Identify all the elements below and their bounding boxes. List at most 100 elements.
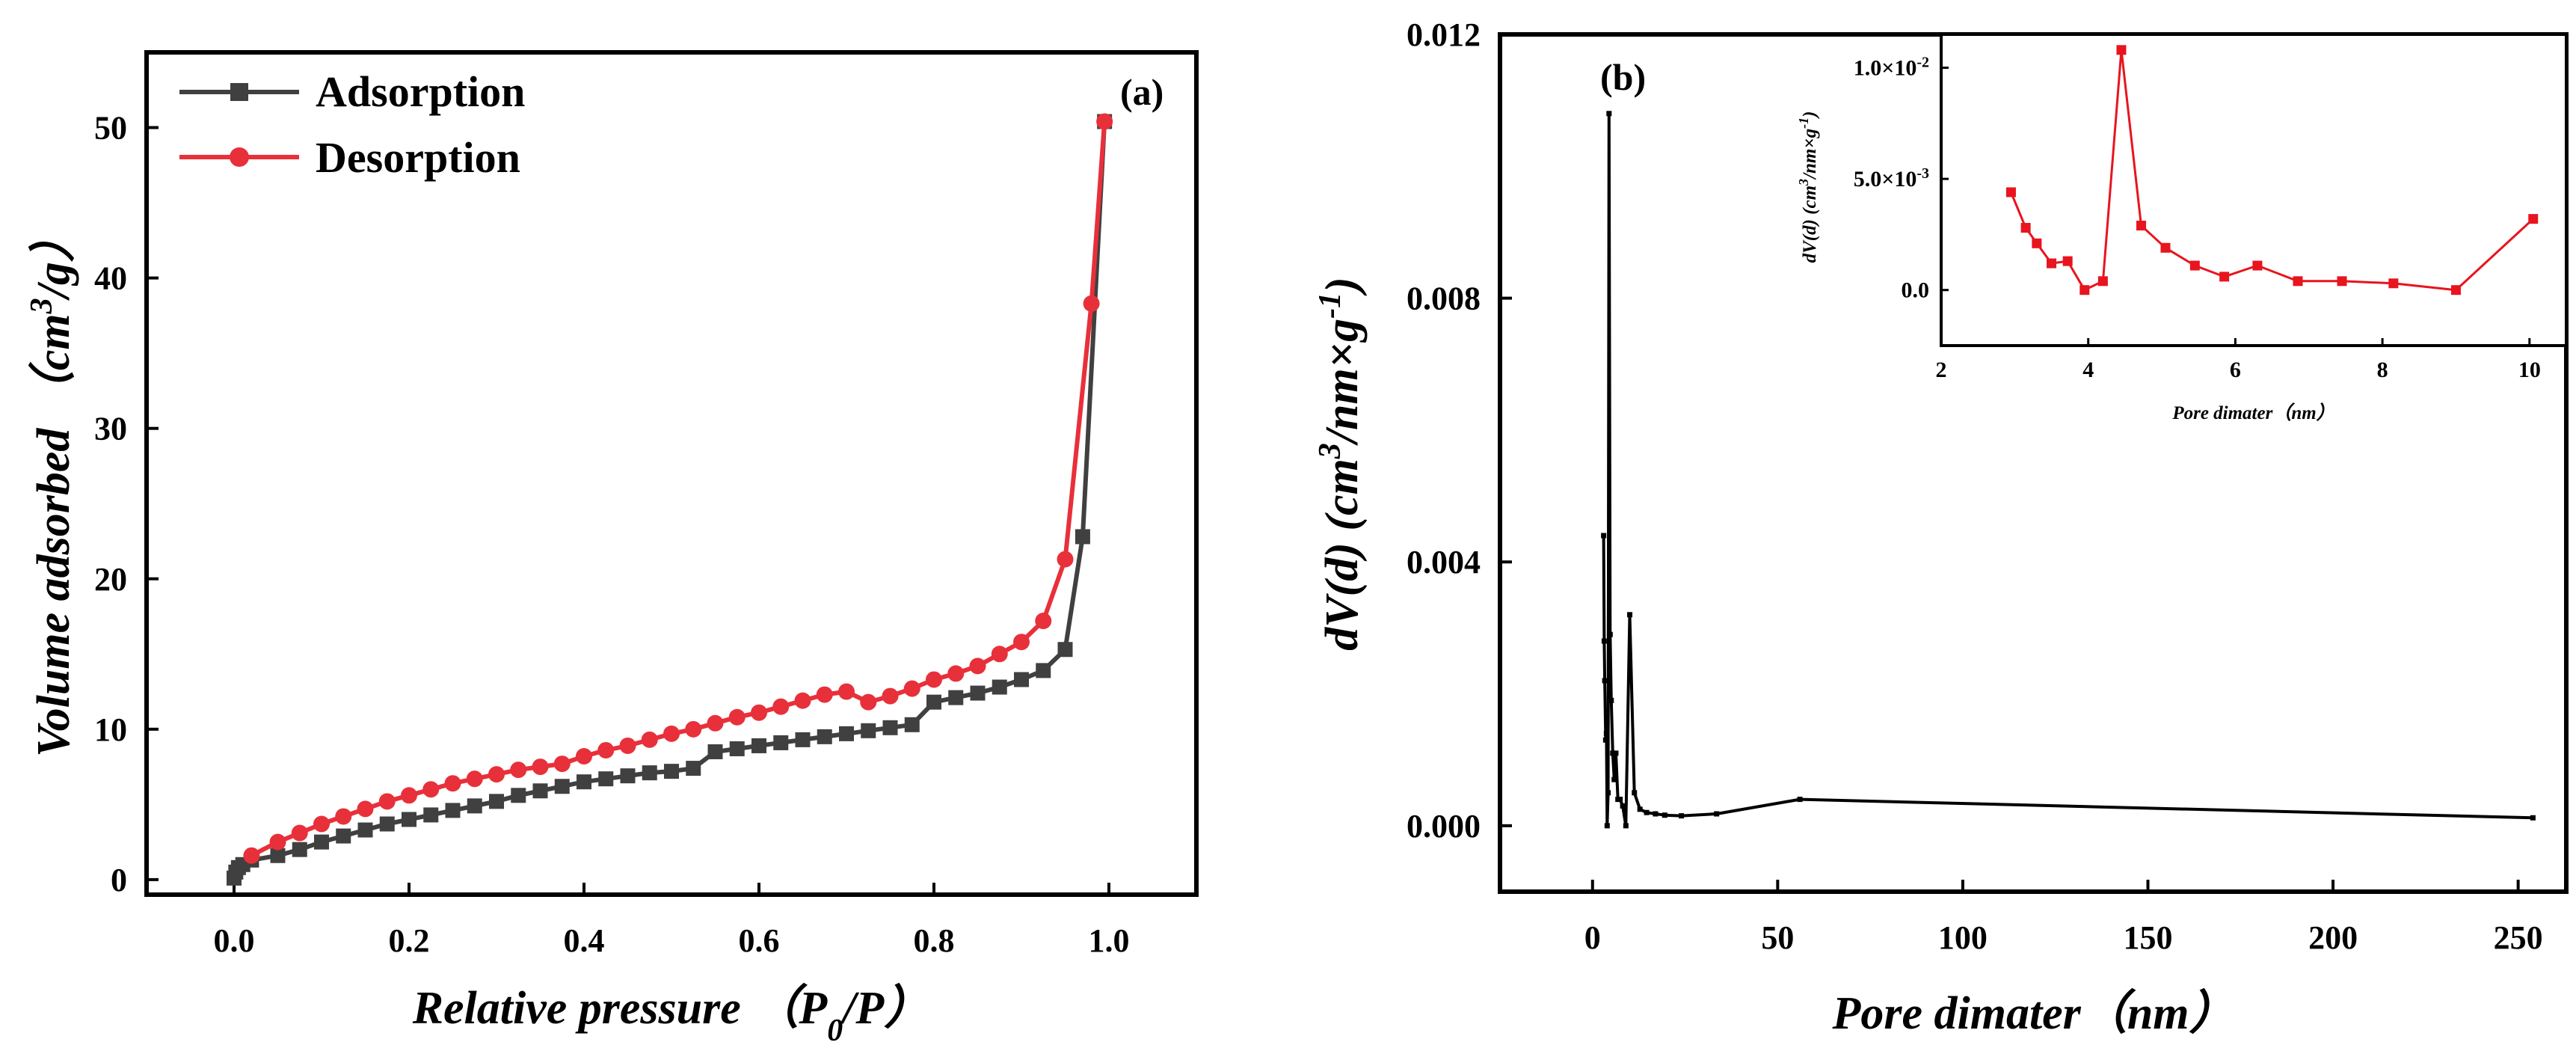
panel-b-y-axis-title: dV(d) (cm3/nm×g-1) [1313,277,1368,650]
panel-a-point [1057,642,1073,658]
panel-b-point [1653,811,1659,817]
panel-b-point [1606,111,1612,117]
panel-a-point [1014,672,1029,687]
panel-a-point [1096,113,1113,130]
panel-b-x-tick-label: 50 [1761,919,1794,956]
panel-b-x-tick-label: 150 [2123,919,2172,956]
panel-a-x-tick-label: 1.0 [1089,922,1130,959]
panel-a-point [444,775,461,792]
panel-a-y-axis-title: Volume adsorbed （cm3/g） [25,215,79,757]
inset-x-tick-label: 10 [2518,358,2541,382]
panel-a-point [861,723,876,738]
inset-y-tick-label: 1.0×10-2 [1854,55,1929,81]
panel-a-point [664,764,679,779]
panel-a-point [292,842,307,857]
panel-a-point [402,812,416,827]
panel-a-point [1075,529,1090,545]
panel-a-point [882,687,899,705]
panel-b-point [1679,813,1685,819]
panel-a-point [357,822,373,838]
panel-b-point [1608,697,1614,703]
panel-b-point [1601,638,1607,644]
panel-a-point [903,680,920,697]
inset-point [2189,260,2200,271]
panel-a-point [991,646,1008,663]
inset-x-tick-label: 6 [2230,358,2241,382]
inset-point [2062,256,2073,266]
panel-b-point [1601,533,1607,539]
panel-a-point [598,771,614,787]
panel-a-x-axis-title: Relative pressure （P0/P） [412,982,931,1048]
panel-a-point [751,704,767,721]
panel-a-point [795,732,811,747]
panel-a-point [839,726,854,741]
inset-point [2388,278,2399,289]
inset-x-tick-label: 8 [2377,358,2388,382]
panel-b-point [1797,797,1803,803]
inset-x-axis-title: Pore dimater（nm） [2171,402,2334,423]
panel-a-point [707,714,724,732]
panel-a-point [379,816,395,832]
panel-a-point [489,794,504,809]
panel-a-point [335,808,352,825]
panel-a-point [1083,295,1100,312]
panel-a-point [466,770,483,788]
inset-y-tick-label: 5.0×10-3 [1854,165,1929,191]
inset-x-tick-label: 4 [2082,358,2094,382]
inset-point [2097,276,2108,287]
panel-b-y-tick-label: 0.012 [1407,16,1481,53]
panel-b-x-tick-label: 100 [1938,919,1988,956]
panel-a-point [269,833,286,851]
panel-a-point [532,783,548,799]
panel-a-point [729,741,745,756]
panel-a-point [532,759,549,776]
inset-point [2047,258,2057,269]
panel-b-point [1662,812,1667,818]
panel-a-point [751,738,766,753]
inset-point [2293,276,2303,287]
panel-a-x-tick-label: 0.8 [914,922,955,959]
panel-a-point [772,698,790,715]
panel-a-x-tick-label: 0.2 [389,922,430,959]
panel-a-point [243,847,260,864]
panel-b-x-tick-label: 250 [2494,919,2543,956]
panel-a-point [467,798,482,814]
inset-point [2219,272,2230,282]
panel-b-point [1644,809,1650,815]
panel-a-point [1035,613,1052,630]
panel-a-y-tick-label: 40 [94,260,127,297]
inset-x-tick-label: 2 [1936,358,1947,382]
panel-a-point [554,779,570,794]
panel-b-point [1714,811,1720,817]
panel-a-point [336,828,351,844]
panel-a-point [378,793,396,810]
panel-b-series [1601,111,2536,829]
inset-series [2005,45,2539,295]
panel-a-point [422,781,440,798]
panel-a-point [686,761,701,776]
panel-b-point [1617,797,1623,803]
panel-a-point [270,848,286,863]
inset-point [2079,285,2090,295]
panel-b-x-axis-title: Pore dimater（nm） [1831,987,2235,1039]
panel-b-label: (b) [1600,56,1646,98]
panel-a-point [860,693,877,711]
panel-b-point [1611,776,1617,782]
panel-a-point [948,690,964,705]
panel-a-point [511,788,526,803]
inset-y-axis-title: dV(d) (cm3/nm×g-1) [1796,111,1820,263]
panel-a-point [553,756,571,773]
panel-b-point [1610,750,1616,756]
panel-a-point [992,679,1007,695]
panel-a-point [773,735,789,750]
panel-a-point [401,787,417,804]
panel-a-point [882,720,898,735]
inset-y-tick-label: 0.0 [1902,278,1930,303]
panel-b-axis-ticks: 0 50 100 150 200 250 0.000 0.004 0.008 0.012 [1407,16,2543,956]
panel-a-point [728,708,746,726]
inset-point [2160,242,2171,253]
panel-b-x-tick-label: 200 [2308,919,2358,956]
legend-adsorption-label: Adsorption [316,67,525,116]
panel-b-inset: 2 4 6 8 10 0.0 5.0×10-3 1.0×10-2 Pore dimater（n… [1796,33,2568,423]
